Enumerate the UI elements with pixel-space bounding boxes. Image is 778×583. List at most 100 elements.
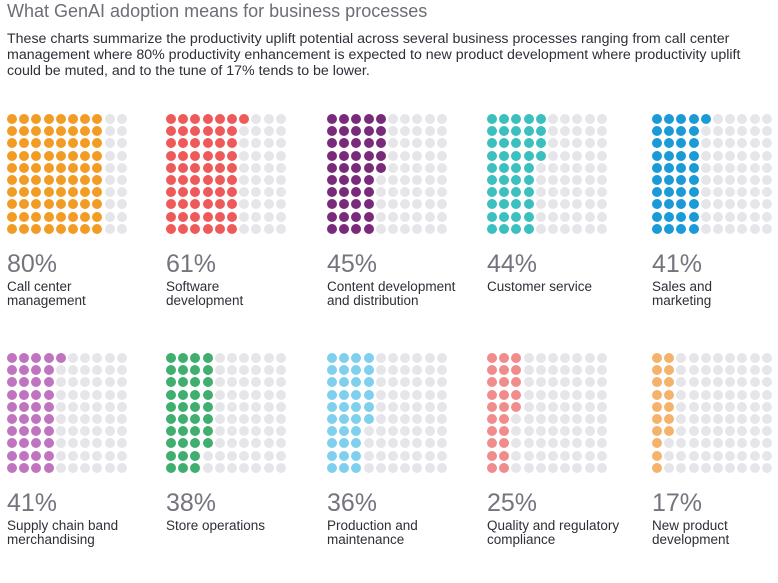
waffle-dot-empty xyxy=(713,353,723,363)
waffle-dot-filled xyxy=(487,353,497,363)
waffle-dot-empty xyxy=(761,389,772,400)
waffle-dot-empty xyxy=(560,126,571,137)
percentage-label: 38% xyxy=(166,489,217,517)
waffle-dot-empty xyxy=(737,353,748,363)
waffle-dot-filled xyxy=(214,199,225,210)
waffle-dot-filled xyxy=(43,223,54,234)
waffle-dot-empty xyxy=(363,462,374,473)
waffle-dot-empty xyxy=(239,126,250,137)
waffle-dot-empty xyxy=(227,365,237,376)
waffle-dot-empty xyxy=(676,353,687,363)
waffle-dot-empty xyxy=(412,199,423,210)
percentage-label: 80% xyxy=(7,250,58,278)
waffle-dot-empty xyxy=(713,438,723,449)
waffle-dot-empty xyxy=(548,377,558,388)
waffle-dot-filled xyxy=(652,114,662,124)
waffle-dot-filled xyxy=(68,223,78,234)
waffle-dot-empty xyxy=(263,175,274,185)
category-label: Quality and regulatory compliance xyxy=(487,519,637,547)
waffle-dot-empty xyxy=(116,199,127,210)
waffle-dot-empty xyxy=(523,365,534,376)
waffle-dot-empty xyxy=(400,211,411,222)
percentage-label: 41% xyxy=(652,250,703,278)
waffle-dot-filled xyxy=(339,353,350,363)
waffle-dot-empty xyxy=(363,426,374,437)
waffle-dot-empty xyxy=(239,223,250,234)
waffle-dot-empty xyxy=(535,223,546,234)
waffle-dot-filled xyxy=(339,389,350,400)
waffle-dot-filled xyxy=(487,401,497,412)
waffle-dot-empty xyxy=(388,175,398,185)
waffle-dot-empty xyxy=(548,353,558,363)
percentage-label: 36% xyxy=(327,489,378,517)
waffle-dot-empty xyxy=(116,138,127,149)
waffle-dot-empty xyxy=(80,389,91,400)
waffle-dot-empty xyxy=(400,389,411,400)
waffle-dot-empty xyxy=(275,223,286,234)
waffle-dot-empty xyxy=(761,353,772,363)
waffle-dot-empty xyxy=(239,365,250,376)
waffle-dot-empty xyxy=(80,462,91,473)
waffle-dot-filled xyxy=(43,126,54,137)
waffle-dot-empty xyxy=(400,114,411,124)
waffle-dot-empty xyxy=(713,114,723,124)
waffle-dot-empty xyxy=(227,462,237,473)
waffle-dot-empty xyxy=(749,401,760,412)
waffle-dot-filled xyxy=(511,211,522,222)
waffle-dot-empty xyxy=(263,162,274,173)
waffle-dot-filled xyxy=(214,162,225,173)
waffle-dot-empty xyxy=(375,414,386,424)
waffle-dot-filled xyxy=(688,126,699,137)
waffle-dot-empty xyxy=(713,365,723,376)
waffle-dot-empty xyxy=(700,401,711,412)
waffle-dot-empty xyxy=(572,365,583,376)
waffle-dot-filled xyxy=(487,414,497,424)
waffle-dot-empty xyxy=(92,414,103,424)
waffle-dot-filled xyxy=(327,138,337,149)
waffle-dot-empty xyxy=(700,162,711,173)
waffle-dot-filled xyxy=(652,126,662,137)
waffle-dot-filled xyxy=(487,389,497,400)
waffle-dot-filled xyxy=(339,187,350,198)
waffle-dot-empty xyxy=(548,187,558,198)
waffle-dot-empty xyxy=(584,114,595,124)
waffle-dot-filled xyxy=(166,211,176,222)
waffle-grid xyxy=(327,353,452,473)
waffle-dot-empty xyxy=(375,462,386,473)
waffle-dot-empty xyxy=(548,162,558,173)
waffle-dot-empty xyxy=(263,150,274,161)
waffle-dot-empty xyxy=(688,462,699,473)
waffle-dot-empty xyxy=(436,414,447,424)
waffle-dot-empty xyxy=(511,414,522,424)
waffle-dot-filled xyxy=(43,414,54,424)
waffle-dot-filled xyxy=(351,223,362,234)
waffle-dot-filled xyxy=(327,450,337,461)
waffle-dot-filled xyxy=(499,162,510,173)
category-label: Call center management xyxy=(7,280,157,308)
waffle-dot-empty xyxy=(68,462,78,473)
waffle-dot-empty xyxy=(560,114,571,124)
waffle-dot-empty xyxy=(116,401,127,412)
waffle-dot-empty xyxy=(737,114,748,124)
waffle-dot-empty xyxy=(68,438,78,449)
waffle-dot-filled xyxy=(178,126,189,137)
waffle-dot-filled xyxy=(202,438,213,449)
waffle-dot-filled xyxy=(214,114,225,124)
waffle-dot-empty xyxy=(55,414,66,424)
waffle-dot-empty xyxy=(725,450,736,461)
waffle-dot-empty xyxy=(560,450,571,461)
waffle-dot-empty xyxy=(412,389,423,400)
waffle-dot-empty xyxy=(572,138,583,149)
waffle-dot-empty xyxy=(412,438,423,449)
waffle-dot-filled xyxy=(214,187,225,198)
waffle-dot-empty xyxy=(676,414,687,424)
waffle-dot-empty xyxy=(596,389,607,400)
waffle-dot-filled xyxy=(499,426,510,437)
waffle-dot-filled xyxy=(92,199,103,210)
waffle-dot-empty xyxy=(560,353,571,363)
waffle-dot-filled xyxy=(19,438,30,449)
waffle-dot-filled xyxy=(92,138,103,149)
waffle-dot-filled xyxy=(652,389,662,400)
waffle-dot-filled xyxy=(43,114,54,124)
waffle-dot-filled xyxy=(68,211,78,222)
